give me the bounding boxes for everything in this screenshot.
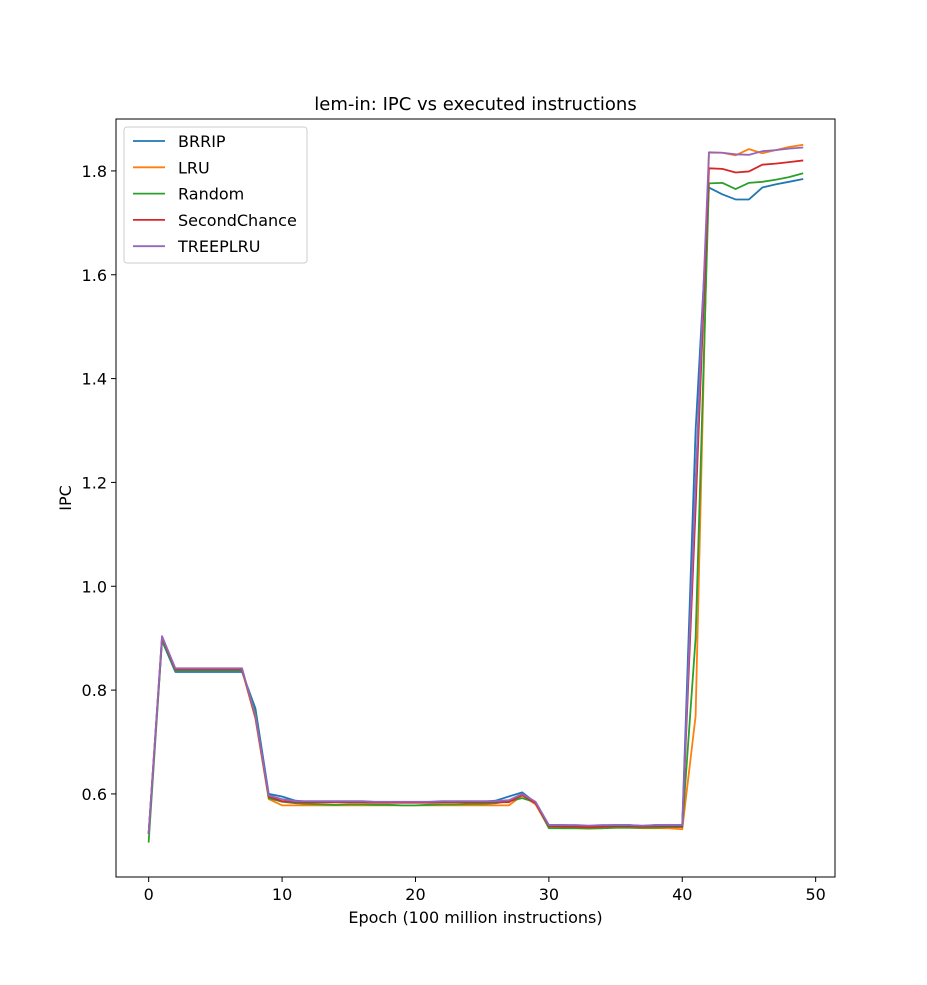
y-tick-label: 1.2 xyxy=(82,473,107,492)
chart-title: lem-in: IPC vs executed instructions xyxy=(314,94,636,115)
legend-label: TREEPLRU xyxy=(177,237,261,256)
y-tick-label: 0.8 xyxy=(82,681,107,700)
legend-label: SecondChance xyxy=(178,211,297,230)
y-tick-label: 1.4 xyxy=(82,370,107,389)
x-tick-label: 20 xyxy=(405,885,425,904)
legend-label: LRU xyxy=(178,158,210,177)
x-tick-label: 50 xyxy=(805,885,825,904)
axes-frame xyxy=(115,118,836,878)
legend-label: BRRIP xyxy=(178,132,226,151)
x-axis: 0 10 20 30 40 50 xyxy=(144,877,826,904)
legend-box xyxy=(123,126,308,264)
x-tick-label: 40 xyxy=(672,885,692,904)
y-tick-label: 1.6 xyxy=(82,266,107,285)
y-axis: 0.6 0.8 1.0 1.2 1.4 1.6 1.8 xyxy=(82,162,116,804)
y-tick-label: 1.0 xyxy=(82,577,107,596)
legend: BRRIP LRU Random SecondChance TREEPLRU xyxy=(123,126,308,264)
x-tick-label: 0 xyxy=(144,885,154,904)
x-tick-label: 30 xyxy=(539,885,559,904)
y-tick-label: 1.8 xyxy=(82,162,107,181)
series-line-treeplru xyxy=(147,146,804,834)
x-tick-label: 10 xyxy=(272,885,292,904)
legend-label: Random xyxy=(178,185,244,204)
y-tick-label: 0.6 xyxy=(82,785,107,804)
y-axis-label: IPC xyxy=(56,485,75,511)
x-axis-label: Epoch (100 million instructions) xyxy=(348,908,602,927)
series-layer xyxy=(147,143,804,843)
